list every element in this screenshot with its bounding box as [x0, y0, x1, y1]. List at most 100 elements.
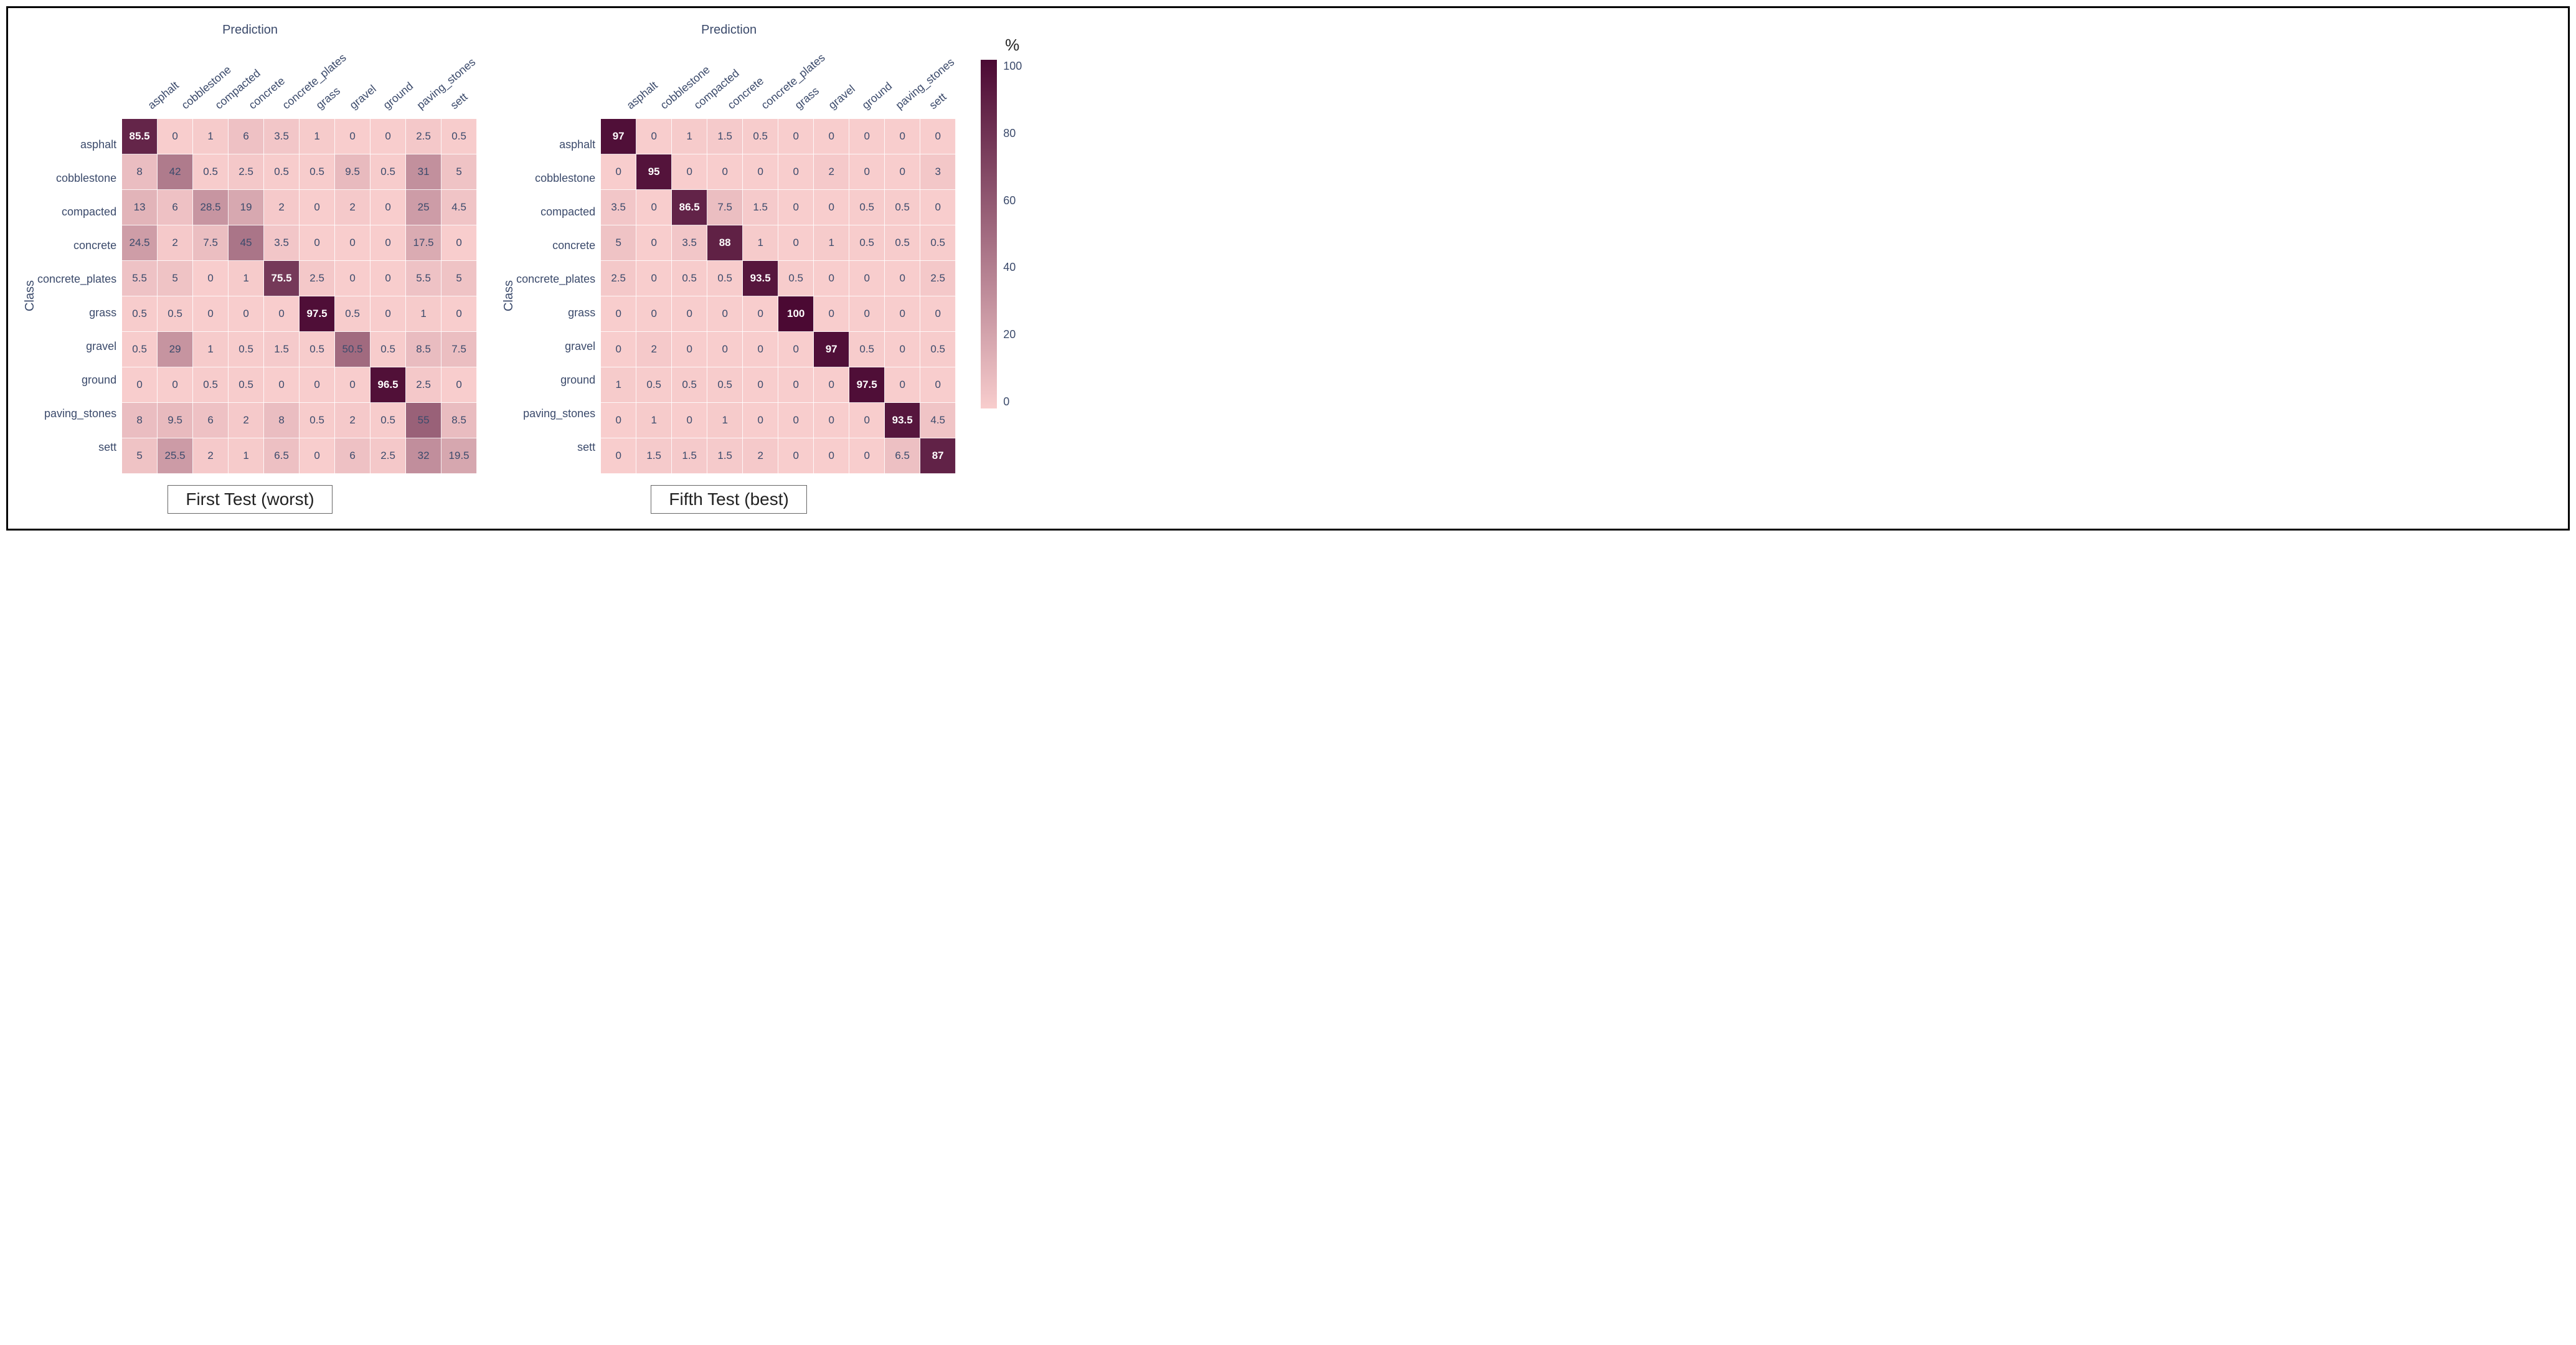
row-label: sett	[516, 431, 600, 465]
heatmap-cell: 1.5	[636, 438, 672, 474]
confusion-matrix-first-test: Prediction asphaltcobblestonecompactedco…	[23, 23, 477, 514]
heatmap-cell: 2	[335, 190, 370, 225]
heatmap-cell: 0	[778, 403, 814, 438]
heatmap-cell: 0.5	[885, 190, 920, 225]
heatmap-cell: 0	[849, 438, 885, 474]
heatmap-cell: 0	[849, 261, 885, 296]
heatmap-cell: 0.5	[264, 154, 300, 190]
heatmap-cell: 0.5	[707, 261, 743, 296]
heatmap-cell: 0	[370, 190, 406, 225]
y-axis-labels: asphaltcobblestonecompactedconcreteconcr…	[516, 128, 600, 465]
row-label: concrete	[37, 229, 121, 263]
heatmap-cell: 0.5	[193, 367, 229, 403]
heatmap-cell: 0	[193, 261, 229, 296]
heatmap-cell: 24.5	[122, 225, 158, 261]
heatmap-cell: 0	[743, 296, 778, 332]
heatmap-cell: 5	[122, 438, 158, 474]
column-label: cobblestone	[658, 80, 692, 112]
heatmap-cell: 0	[601, 403, 636, 438]
heatmap-cell: 5	[601, 225, 636, 261]
x-axis-title: Prediction	[701, 23, 757, 37]
heatmap-cell: 0	[441, 225, 477, 261]
confusion-matrix-fifth-test: Prediction asphaltcobblestonecompactedco…	[502, 23, 956, 514]
heatmap-cell: 0	[814, 438, 849, 474]
heatmap-cell: 1	[672, 119, 707, 154]
heatmap-cell: 0	[370, 296, 406, 332]
heatmap-cell: 25.5	[158, 438, 193, 474]
heatmap-cell: 0	[335, 261, 370, 296]
heatmap-cell: 0.5	[300, 154, 335, 190]
row-label: cobblestone	[516, 162, 600, 196]
row-label: ground	[516, 364, 600, 397]
heatmap-cell: 97	[814, 332, 849, 367]
heatmap-cell: 3.5	[672, 225, 707, 261]
heatmap-cell: 87	[920, 438, 956, 474]
heatmap-cell: 1	[743, 225, 778, 261]
column-label: gravel	[826, 80, 860, 112]
heatmap-cell: 4.5	[441, 190, 477, 225]
heatmap-cell: 7.5	[441, 332, 477, 367]
heatmap-cell: 0	[920, 367, 956, 403]
heatmap-cell: 6	[229, 119, 264, 154]
heatmap-cell: 0.5	[885, 225, 920, 261]
heatmap-cell: 42	[158, 154, 193, 190]
heatmap-cell: 0.5	[158, 296, 193, 332]
row-label: concrete	[516, 229, 600, 263]
heatmap-cell: 2.5	[406, 367, 441, 403]
heatmap-cell: 6.5	[264, 438, 300, 474]
column-label: ground	[380, 80, 415, 112]
row-label: concrete_plates	[37, 263, 121, 296]
heatmap-cell: 17.5	[406, 225, 441, 261]
heatmap-cell: 0	[885, 154, 920, 190]
heatmap-cell: 97	[601, 119, 636, 154]
heatmap-cell: 2	[335, 403, 370, 438]
heatmap-cell: 1	[707, 403, 743, 438]
heatmap-cell: 0	[636, 190, 672, 225]
heatmap-cell: 45	[229, 225, 264, 261]
heatmap-cell: 7.5	[193, 225, 229, 261]
heatmap-cell: 0.5	[335, 296, 370, 332]
heatmap-cell: 0	[601, 332, 636, 367]
row-label: paving_stones	[516, 397, 600, 431]
heatmap-cell: 0	[158, 119, 193, 154]
heatmap-cell: 1	[229, 261, 264, 296]
heatmap-cell: 0	[636, 119, 672, 154]
heatmap-cell: 0	[335, 119, 370, 154]
heatmap-cell: 0.5	[707, 367, 743, 403]
heatmap-cell: 0	[920, 119, 956, 154]
heatmap-cell: 1	[193, 119, 229, 154]
heatmap-cell: 0	[707, 154, 743, 190]
colorbar-tick: 40	[1003, 261, 1022, 274]
heatmap-cell: 0	[849, 119, 885, 154]
heatmap-cell: 0.5	[441, 119, 477, 154]
heatmap-cell: 0	[778, 438, 814, 474]
heatmap-cell: 0	[920, 296, 956, 332]
heatmap-cell: 75.5	[264, 261, 300, 296]
heatmap-cell: 50.5	[335, 332, 370, 367]
heatmap-cell: 0.5	[300, 332, 335, 367]
heatmap-cell: 0	[778, 225, 814, 261]
heatmap-cell: 0	[335, 367, 370, 403]
heatmap-cell: 0	[920, 190, 956, 225]
row-label: asphalt	[516, 128, 600, 162]
heatmap-cell: 0	[193, 296, 229, 332]
heatmap-cell: 2.5	[370, 438, 406, 474]
heatmap-cell: 0	[370, 261, 406, 296]
column-label: asphalt	[624, 80, 658, 112]
row-label: compacted	[516, 196, 600, 229]
colorbar-tick: 80	[1003, 127, 1022, 140]
heatmap-cell: 2.5	[406, 119, 441, 154]
heatmap-cell: 19.5	[441, 438, 477, 474]
heatmap-cell: 5	[158, 261, 193, 296]
heatmap-cell: 7.5	[707, 190, 743, 225]
heatmap-cell: 8	[122, 403, 158, 438]
heatmap-cell: 1	[300, 119, 335, 154]
heatmap-cell: 0	[778, 332, 814, 367]
heatmap-cell: 0	[264, 296, 300, 332]
heatmap-cell: 28.5	[193, 190, 229, 225]
x-axis-labels: asphaltcobblestonecompactedconcreteconcr…	[29, 41, 471, 118]
heatmap-cell: 0	[300, 367, 335, 403]
heatmap-cell: 5	[441, 261, 477, 296]
heatmap-cell: 0	[264, 367, 300, 403]
heatmap-cell: 0	[370, 225, 406, 261]
